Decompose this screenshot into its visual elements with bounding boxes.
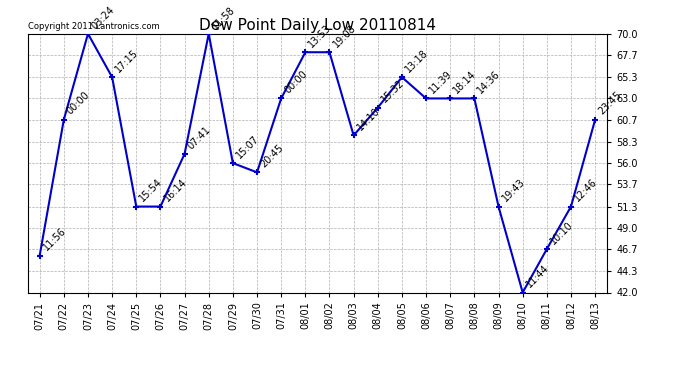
Text: 15:07: 15:07 [235, 134, 261, 160]
Title: Dew Point Daily Low 20110814: Dew Point Daily Low 20110814 [199, 18, 436, 33]
Text: 00:00: 00:00 [283, 69, 309, 96]
Text: 16:14: 16:14 [162, 177, 188, 204]
Text: 13:18: 13:18 [404, 48, 430, 74]
Text: 15:54: 15:54 [138, 177, 164, 204]
Text: Copyright 2011 Lantronics.com: Copyright 2011 Lantronics.com [28, 22, 159, 31]
Text: 10:10: 10:10 [549, 220, 575, 246]
Text: 03:24: 03:24 [90, 4, 116, 31]
Text: 17:15: 17:15 [114, 48, 140, 74]
Text: 12:46: 12:46 [573, 177, 599, 204]
Text: 11:39: 11:39 [428, 69, 454, 96]
Text: 14:36: 14:36 [476, 69, 502, 96]
Text: 00:00: 00:00 [66, 90, 92, 117]
Text: 19:43: 19:43 [500, 177, 526, 204]
Text: 14:10: 14:10 [355, 106, 382, 133]
Text: 11:44: 11:44 [524, 263, 551, 290]
Text: 20:45: 20:45 [259, 143, 285, 170]
Text: 18:14: 18:14 [452, 69, 478, 96]
Text: 13:53: 13:53 [307, 22, 333, 50]
Text: 07:41: 07:41 [186, 124, 213, 151]
Text: 19:08: 19:08 [331, 23, 357, 50]
Text: 11:58: 11:58 [210, 4, 237, 31]
Text: 11:56: 11:56 [41, 226, 68, 253]
Text: 23:45: 23:45 [597, 90, 623, 117]
Text: 15:32: 15:32 [380, 78, 406, 105]
